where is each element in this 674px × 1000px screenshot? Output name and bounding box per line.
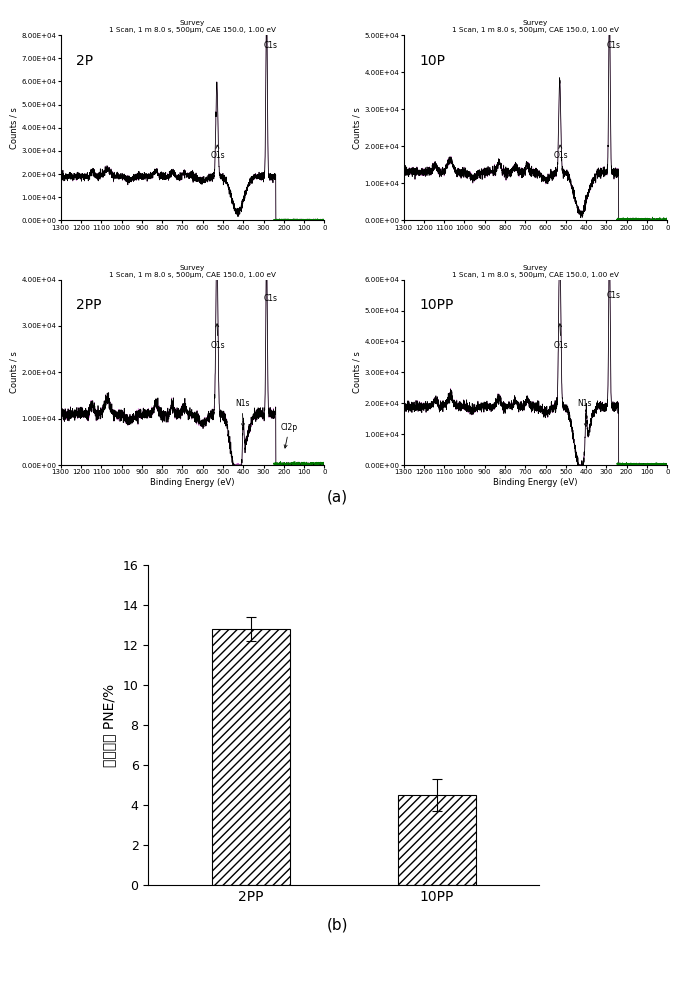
Y-axis label: 固定化的 PNE/%: 固定化的 PNE/% — [102, 683, 116, 767]
Title: Survey
1 Scan, 1 m 8.0 s, 500μm, CAE 150.0, 1.00 eV: Survey 1 Scan, 1 m 8.0 s, 500μm, CAE 150… — [452, 20, 619, 33]
Text: N1s: N1s — [578, 399, 592, 427]
Text: (b): (b) — [326, 918, 348, 932]
Y-axis label: Counts / s: Counts / s — [9, 107, 19, 149]
X-axis label: Binding Energy (eV): Binding Energy (eV) — [150, 478, 235, 487]
Bar — [212, 629, 290, 885]
Text: 2PP: 2PP — [76, 298, 102, 312]
Text: C1s: C1s — [264, 41, 278, 50]
Title: Survey
1 Scan, 1 m 8.0 s, 500μm, CAE 150.0, 1.00 eV: Survey 1 Scan, 1 m 8.0 s, 500μm, CAE 150… — [109, 20, 276, 33]
Text: 10P: 10P — [419, 54, 446, 68]
Text: C1s: C1s — [607, 291, 621, 300]
Text: Cl2p: Cl2p — [281, 423, 298, 448]
Text: N1s: N1s — [235, 399, 249, 427]
Text: 10PP: 10PP — [419, 298, 454, 312]
Title: Survey
1 Scan, 1 m 8.0 s, 500μm, CAE 150.0, 1.00 eV: Survey 1 Scan, 1 m 8.0 s, 500μm, CAE 150… — [109, 265, 276, 278]
Text: O1s: O1s — [211, 145, 225, 160]
Text: O1s: O1s — [553, 145, 568, 160]
Text: C1s: C1s — [264, 294, 278, 303]
Text: C1s: C1s — [607, 41, 621, 50]
Y-axis label: Counts / s: Counts / s — [9, 351, 19, 393]
X-axis label: Binding Energy (eV): Binding Energy (eV) — [493, 478, 578, 487]
Bar — [398, 795, 476, 885]
Y-axis label: Counts / s: Counts / s — [353, 107, 361, 149]
Text: (a): (a) — [326, 489, 348, 504]
Text: 2P: 2P — [76, 54, 94, 68]
Text: O1s: O1s — [553, 324, 568, 350]
Y-axis label: Counts / s: Counts / s — [353, 351, 361, 393]
Text: O1s: O1s — [211, 324, 225, 350]
Title: Survey
1 Scan, 1 m 8.0 s, 500μm, CAE 150.0, 1.00 eV: Survey 1 Scan, 1 m 8.0 s, 500μm, CAE 150… — [452, 265, 619, 278]
